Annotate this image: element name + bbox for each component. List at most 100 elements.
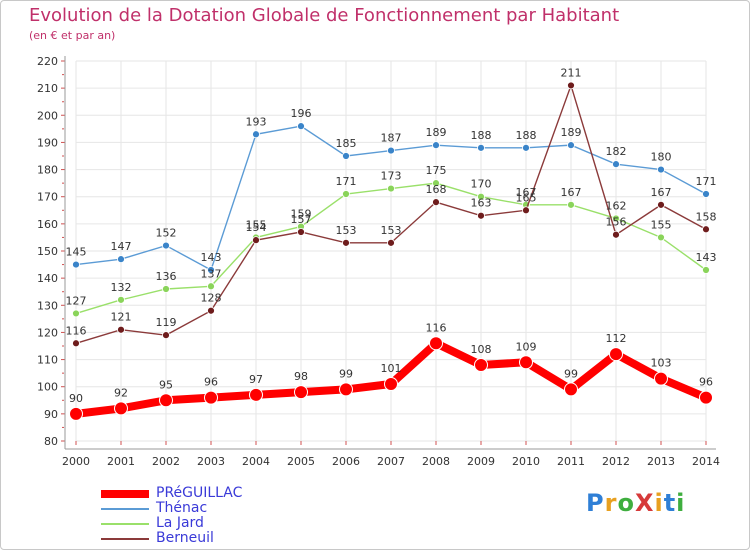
y-tick-label: 140 [37,272,58,285]
data-label-berneuil: 158 [696,210,717,223]
data-label-berneuil: 116 [66,324,87,337]
y-tick-label: 90 [44,408,58,421]
data-label-th-nac: 189 [561,126,582,139]
data-label-berneuil: 121 [111,311,132,324]
data-label-pr-guillac: 99 [564,367,578,380]
data-point-pr-guillac [429,336,443,351]
data-label-berneuil: 153 [336,224,357,237]
data-point-la-jard [207,282,215,291]
data-label-pr-guillac: 116 [426,321,447,334]
data-label-th-nac: 189 [426,126,447,139]
data-point-pr-guillac [654,371,668,386]
logo-letter: r [604,489,618,517]
x-tick-label: 2003 [197,455,225,468]
legend-label-th-nac: Thénac [156,500,208,516]
logo-letter: o [617,489,635,517]
x-tick-label: 2000 [62,455,90,468]
data-label-th-nac: 147 [111,240,132,253]
data-label-la-jard: 132 [111,281,132,294]
x-tick-label: 2011 [557,455,585,468]
data-label-berneuil: 211 [561,66,582,79]
data-point-th-nac [342,152,350,160]
data-point-th-nac [522,143,530,152]
data-label-th-nac: 196 [291,107,312,120]
y-tick-label: 100 [37,381,58,394]
data-label-th-nac: 187 [381,132,402,145]
logo-letter: X [634,489,655,517]
axes: 8090100110120130140150160170180190200210… [37,55,720,468]
x-tick-label: 2006 [332,455,360,468]
legend-swatch-pr-guillac [101,490,149,498]
data-label-berneuil: 165 [516,191,537,204]
x-tick-label: 2001 [107,455,135,468]
data-label-th-nac: 171 [696,175,717,188]
data-point-th-nac [702,190,710,198]
y-tick-label: 210 [37,82,58,95]
data-label-la-jard: 173 [381,170,402,183]
data-label-la-jard: 137 [201,267,222,280]
data-point-la-jard [117,295,125,304]
legend-label-pr-guillac: PRéGUILLAC [156,485,243,501]
data-point-pr-guillac [159,393,173,408]
legend-swatch-la-jard [101,523,149,525]
logo-letter: i [676,489,686,517]
data-label-berneuil: 153 [381,224,402,237]
data-label-pr-guillac: 101 [381,362,402,375]
y-tick-label: 190 [37,136,58,149]
data-point-th-nac [477,143,485,152]
data-point-la-jard [387,184,395,193]
x-tick-label: 2005 [287,455,315,468]
data-point-berneuil [477,211,485,220]
data-label-la-jard: 155 [246,218,267,231]
chart-subtitle: (en € et par an) [29,29,116,42]
data-point-la-jard [342,190,350,198]
logo-letter: i [654,489,664,517]
chart-title: Evolution de la Dotation Globale de Fonc… [29,5,620,26]
data-point-th-nac [117,255,125,264]
data-label-pr-guillac: 92 [114,386,128,399]
data-point-berneuil [207,306,215,315]
data-point-th-nac [297,122,305,131]
data-label-berneuil: 119 [156,316,177,329]
x-tick-label: 2004 [242,455,270,468]
data-point-th-nac [567,141,575,150]
data-label-pr-guillac: 103 [651,357,672,370]
y-tick-label: 220 [37,55,58,68]
data-point-berneuil [117,325,125,334]
x-tick-label: 2013 [647,455,675,468]
data-point-la-jard [702,266,710,274]
y-tick-label: 120 [37,326,58,339]
data-point-th-nac [207,266,215,274]
legend-label-la-jard: La Jard [156,515,204,531]
data-point-th-nac [432,141,440,150]
data-label-pr-guillac: 95 [159,378,173,391]
data-point-pr-guillac [69,406,83,421]
data-label-pr-guillac: 112 [606,332,627,345]
y-tick-label: 80 [44,435,58,448]
data-point-berneuil [657,200,665,209]
x-tick-label: 2009 [467,455,495,468]
data-label-la-jard: 155 [651,218,672,231]
data-point-pr-guillac [249,387,263,402]
y-tick-label: 160 [37,218,58,231]
data-point-pr-guillac [294,385,308,400]
data-point-la-jard [477,192,485,201]
data-label-berneuil: 128 [201,292,222,305]
data-label-berneuil: 163 [471,197,492,210]
data-point-berneuil [612,230,620,239]
data-label-berneuil: 167 [651,186,672,199]
data-point-pr-guillac [609,347,623,362]
data-point-th-nac [162,241,170,250]
data-label-pr-guillac: 90 [69,392,83,405]
data-point-pr-guillac [699,390,713,405]
data-point-berneuil [387,238,395,247]
data-label-th-nac: 193 [246,115,267,128]
x-tick-label: 2012 [602,455,630,468]
data-point-pr-guillac [519,355,533,370]
data-point-th-nac [72,260,80,269]
data-point-th-nac [657,165,665,174]
data-point-berneuil [297,228,305,236]
data-label-th-nac: 188 [516,129,537,142]
data-point-pr-guillac [339,382,353,397]
data-label-pr-guillac: 96 [204,376,218,389]
